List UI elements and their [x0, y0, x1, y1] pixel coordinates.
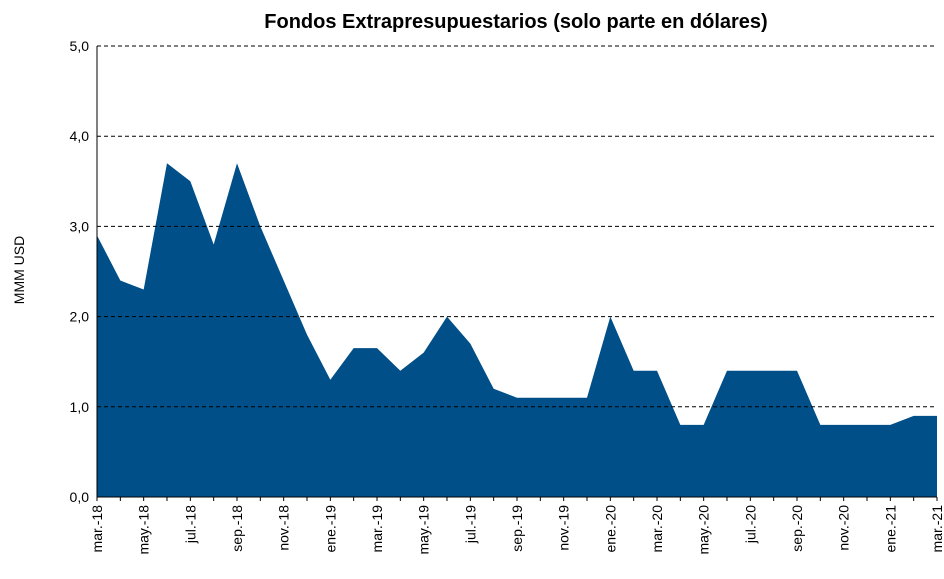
- x-tick-label: may.-20: [696, 505, 712, 555]
- y-tick-label: 5,0: [70, 38, 90, 54]
- x-tick-label: mar.-18: [89, 505, 105, 553]
- x-tick-label: ene.-21: [882, 505, 898, 553]
- x-tick-label: jul.-19: [462, 505, 478, 544]
- x-tick-label: nov.-19: [556, 505, 572, 551]
- x-tick-label: sep.-18: [229, 505, 245, 552]
- y-axis-label: MMM USD: [11, 236, 27, 304]
- x-tick-label: ene.-19: [322, 505, 338, 553]
- x-tick-label: mar.-19: [369, 505, 385, 553]
- x-tick-label: nov.-20: [836, 505, 852, 551]
- y-tick-label: 2,0: [70, 309, 90, 325]
- x-tick-label: mar.-21: [929, 505, 944, 553]
- area: [97, 163, 937, 497]
- chart-title: Fondos Extrapresupuestarios (solo parte …: [264, 11, 767, 33]
- x-tick-label: jul.-20: [742, 505, 758, 544]
- x-tick-label: sep.-19: [509, 505, 525, 552]
- x-tick-label: sep.-20: [789, 505, 805, 552]
- x-tick-label: nov.-18: [276, 505, 292, 551]
- y-tick-label: 3,0: [70, 218, 90, 234]
- y-tick-label: 4,0: [70, 128, 90, 144]
- x-tick-label: may.-19: [416, 505, 432, 555]
- y-tick-label: 0,0: [70, 489, 90, 505]
- y-tick-label: 1,0: [70, 399, 90, 415]
- x-tick-label: ene.-20: [602, 505, 618, 553]
- x-tick-label: mar.-20: [649, 505, 665, 553]
- x-tick-label: may.-18: [136, 505, 152, 555]
- x-tick-label: jul.-18: [182, 505, 198, 544]
